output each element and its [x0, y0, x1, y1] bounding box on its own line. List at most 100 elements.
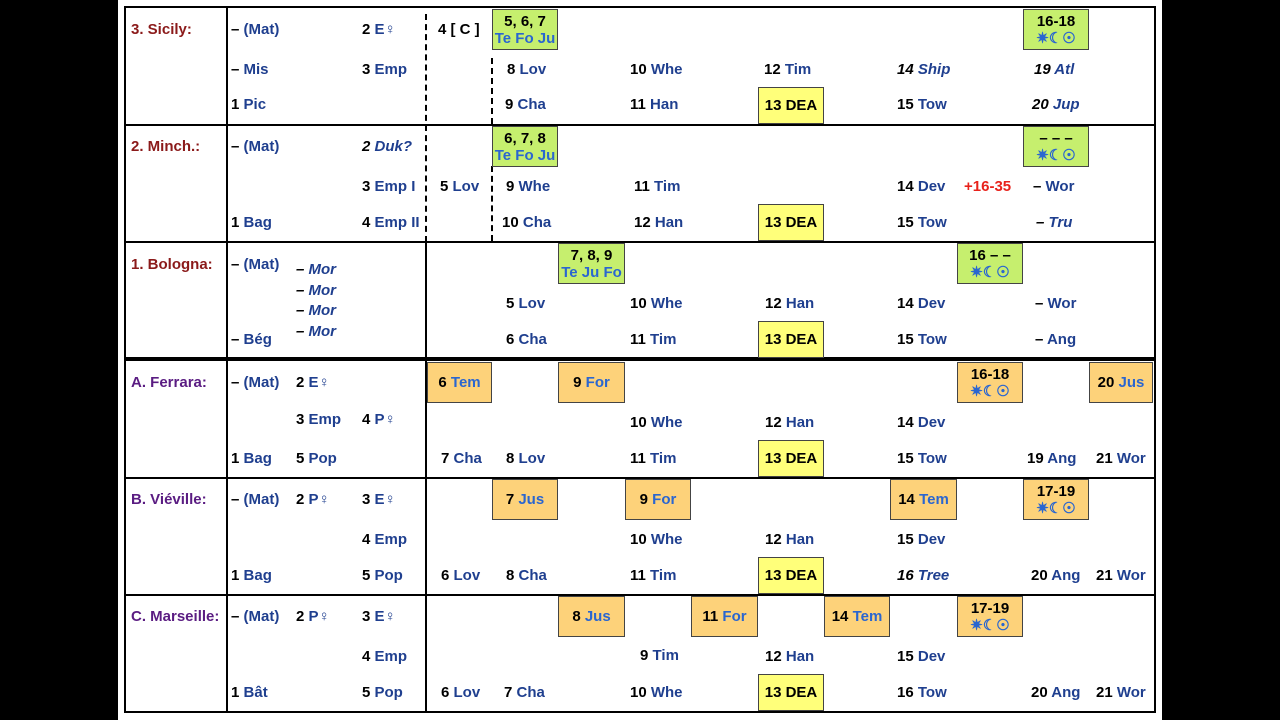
card-label: 10 Whe — [630, 414, 683, 431]
virtue-box: 7 Jus — [492, 479, 558, 520]
card-label: 14 Dev — [897, 178, 946, 195]
card-label: 21 Wor — [1096, 684, 1146, 701]
card-label: 10 Whe — [630, 531, 683, 548]
card-label: 4 [ C ] — [438, 21, 480, 38]
card-label: – (Mat) — [231, 608, 280, 625]
box-labels: Te Fo Ju — [494, 147, 556, 164]
card-label: – Mor — [296, 282, 337, 299]
card-label: 3 Emp I — [362, 178, 416, 195]
celestial-box: 16-18 ✷☾☉ — [1023, 9, 1089, 50]
card-label: 11 For — [702, 608, 747, 625]
card-label: 11 Tim — [634, 178, 681, 195]
card-label: 19 Ang — [1027, 450, 1077, 467]
card-label: 9 For — [573, 374, 610, 391]
card-label: – Wor — [1033, 178, 1075, 195]
card-label: 12 Han — [765, 295, 815, 312]
virtue-box: 14 Tem — [890, 479, 957, 520]
card-label: 8 Jus — [572, 608, 611, 625]
box-numbers: 7, 8, 9 — [570, 247, 613, 264]
card-label: 20 Ang — [1031, 567, 1081, 584]
celestial-symbols: ✷☾☉ — [1036, 147, 1076, 164]
card-label: 14 Dev — [897, 414, 946, 431]
card-label: – (Mat) — [231, 21, 280, 38]
death-card-box: 13 DEA — [758, 321, 824, 358]
section-title: 2. Minch.: — [131, 138, 201, 155]
card-label: 13 DEA — [764, 450, 818, 467]
card-label: 19 Atl — [1034, 61, 1075, 78]
card-label: 15 Dev — [897, 648, 946, 665]
card-label: 2 E♀ — [362, 21, 396, 38]
card-label: 10 Cha — [502, 214, 552, 231]
box-numbers: 6, 7, 8 — [504, 130, 546, 147]
card-label: 8 Lov — [507, 61, 547, 78]
dashed-divider — [491, 166, 493, 241]
card-label: 5 Lov — [506, 295, 546, 312]
card-label: 4 Emp II — [362, 214, 420, 231]
card-label: 21 Wor — [1096, 567, 1146, 584]
dashed-divider — [425, 14, 427, 242]
card-label: – Bég — [231, 331, 272, 348]
column-divider — [425, 241, 427, 713]
celestial-box: 17-19 ✷☾☉ — [957, 596, 1023, 637]
card-label: – Ang — [1035, 331, 1077, 348]
card-label: – (Mat) — [231, 138, 280, 155]
group-divider — [124, 357, 1156, 361]
box-numbers: 5, 6, 7 — [504, 13, 546, 30]
card-label: 8 Lov — [506, 450, 546, 467]
celestial-box: – – – ✷☾☉ — [1023, 126, 1089, 167]
card-label: 2 Duk? — [362, 138, 413, 155]
row-divider — [124, 241, 1156, 243]
card-label: 15 Tow — [897, 450, 947, 467]
card-label: 9 For — [639, 491, 677, 508]
card-label: 3 Emp — [296, 411, 342, 428]
row-divider — [124, 477, 1156, 479]
card-label: 20 Jus — [1097, 374, 1145, 391]
card-label: 5 Pop — [362, 567, 403, 584]
virtue-box: 8 Jus — [558, 596, 625, 637]
section-title: 3. Sicily: — [131, 21, 192, 38]
card-label: 9 Tim — [640, 647, 679, 664]
section-title: B. Viéville: — [131, 491, 207, 508]
row-divider — [124, 124, 1156, 126]
card-label: – Mor — [296, 261, 337, 278]
card-label: 9 Whe — [506, 178, 551, 195]
card-label: 1 Pic — [231, 96, 267, 113]
card-label: 14 Tem — [831, 608, 883, 625]
card-label: 1 Bag — [231, 450, 272, 467]
virtue-box: 9 For — [558, 362, 625, 403]
death-card-box: 13 DEA — [758, 557, 824, 594]
card-label: – Mis — [231, 61, 269, 78]
card-label: 4 Emp — [362, 648, 408, 665]
card-label: 2 P♀ — [296, 608, 330, 625]
virtues-box: 5, 6, 7 Te Fo Ju — [492, 9, 558, 50]
virtue-box: 9 For — [625, 479, 691, 520]
card-label: 12 Han — [765, 648, 815, 665]
card-label: 12 Tim — [764, 61, 812, 78]
card-label: 12 Han — [765, 531, 815, 548]
card-label: – Tru — [1036, 214, 1073, 231]
virtue-box: 20 Jus — [1089, 362, 1153, 403]
celestial-symbols: ✷☾☉ — [970, 264, 1010, 281]
card-label: 3 E♀ — [362, 608, 396, 625]
card-label: 7 Cha — [441, 450, 482, 467]
card-label: 20 Ang — [1031, 684, 1081, 701]
card-label: 10 Whe — [630, 61, 683, 78]
celestial-box: 17-19 ✷☾☉ — [1023, 479, 1089, 520]
row-divider — [124, 594, 1156, 596]
card-label: – Mor — [296, 323, 337, 340]
card-label: 4 P♀ — [362, 411, 396, 428]
card-label: 1 Bag — [231, 214, 272, 231]
card-label: 21 Wor — [1096, 450, 1146, 467]
death-card-box: 13 DEA — [758, 674, 824, 711]
box-numbers: – – – — [1039, 130, 1073, 147]
card-label: 20 Jup — [1032, 96, 1080, 113]
card-label: 12 Han — [634, 214, 684, 231]
card-label: 15 Tow — [897, 331, 947, 348]
card-label: 15 Tow — [897, 96, 947, 113]
box-numbers: 16-18 — [970, 366, 1010, 383]
card-label: 11 Tim — [630, 331, 677, 348]
card-label: 2 P♀ — [296, 491, 330, 508]
box-numbers: 17-19 — [970, 600, 1010, 617]
virtues-box: 7, 8, 9 Te Ju Fo — [558, 243, 625, 284]
card-label: 11 Han — [630, 96, 679, 113]
